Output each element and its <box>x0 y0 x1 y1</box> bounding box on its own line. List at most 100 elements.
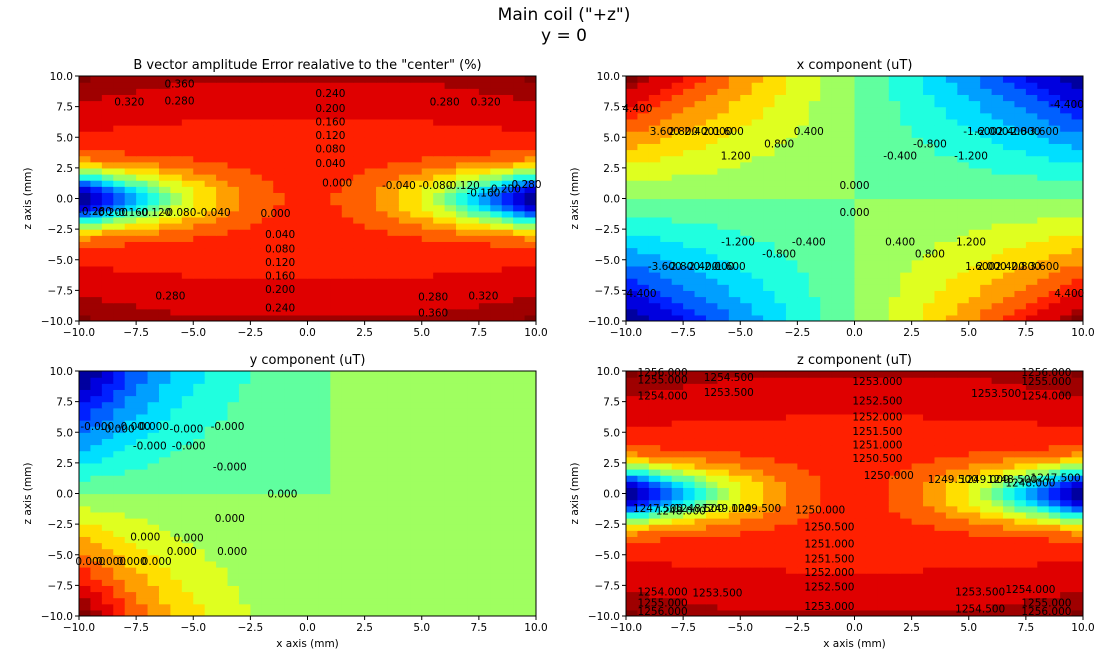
contour-label: 1255.000 <box>638 375 688 387</box>
x-tick-label: 10.0 <box>524 327 547 339</box>
contour-label: 0.000 <box>142 556 172 568</box>
x-axis-label: x axis (mm) <box>823 638 886 650</box>
contour-label: -0.040 <box>382 180 416 192</box>
contour-label: 1256.000 <box>638 367 688 379</box>
x-tick-label: 2.5 <box>903 327 920 339</box>
contour-label: 1256.000 <box>1021 606 1071 618</box>
x-tick-label: −5.0 <box>728 622 754 634</box>
x-tick-label: 5.0 <box>960 622 977 634</box>
y-tick-label: −5.0 <box>48 550 74 562</box>
y-tick-label: 5.0 <box>56 427 73 439</box>
contour-label: 1253.500 <box>955 587 1005 599</box>
contour-label: 2.000 <box>977 261 1007 273</box>
contour-label: 1251.500 <box>804 553 854 565</box>
contour-label: -0.200 <box>487 184 521 196</box>
y-tick-label: 2.5 <box>603 458 620 470</box>
contour-label: 0.160 <box>265 271 295 283</box>
y-tick-label: 0.0 <box>56 194 73 206</box>
x-tick-label: 10.0 <box>1071 327 1094 339</box>
contour-label: 0.320 <box>114 97 144 109</box>
y-tick-label: −5.0 <box>595 550 621 562</box>
contour-label: 0.800 <box>764 138 794 150</box>
x-tick-label: −2.5 <box>785 622 811 634</box>
contour-label: 1254.000 <box>1005 584 1055 596</box>
contour-label: 0.040 <box>265 229 295 241</box>
contour-label: 0.200 <box>265 284 295 296</box>
figure-title-line1: Main coil ("+z") <box>498 5 631 25</box>
x-tick-label: −2.5 <box>785 327 811 339</box>
contour-label: 1253.000 <box>852 376 902 388</box>
subplot-title: x component (uT) <box>797 58 913 73</box>
contour-label: 0.360 <box>418 307 448 319</box>
x-tick-label: 7.5 <box>1018 622 1035 634</box>
y-tick-label: 10.0 <box>597 71 620 83</box>
y-tick-label: −2.5 <box>595 224 621 236</box>
contour-label: 1249.000 <box>960 474 1010 486</box>
x-tick-label: −7.5 <box>123 622 149 634</box>
contour-label: -0.000 <box>211 421 245 433</box>
y-tick-label: 0.0 <box>603 194 620 206</box>
x-tick-label: 7.5 <box>1018 327 1035 339</box>
y-axis-label: z axis (mm) <box>569 463 581 525</box>
y-tick-label: −10.0 <box>588 611 620 623</box>
contour-label: 1255.000 <box>1021 598 1071 610</box>
contour-fill <box>626 371 1083 616</box>
contour-label: 1247.500 <box>633 503 683 515</box>
subplot-3: 0.000-0.000-0.000-0.000-0.000-0.000-0.00… <box>22 353 548 650</box>
contour-fill <box>626 76 1083 321</box>
contour-label: 0.200 <box>315 103 345 115</box>
y-tick-label: 0.0 <box>603 489 620 501</box>
contour-label: 0.120 <box>315 130 345 142</box>
contour-label: -0.000 <box>101 424 135 436</box>
contour-label: 0.000 <box>267 489 297 501</box>
contour-label: -0.080 <box>163 207 197 219</box>
y-tick-label: −10.0 <box>41 611 73 623</box>
contour-label: 1254.500 <box>704 372 754 384</box>
contour-label: -0.000 <box>135 421 169 433</box>
contour-label: -0.400 <box>792 236 826 248</box>
contour-fill <box>79 371 536 616</box>
contour-label: -1.200 <box>721 236 755 248</box>
contour-label: 1249.000 <box>701 503 751 515</box>
x-tick-label: −5.0 <box>181 327 207 339</box>
contour-label: 0.000 <box>130 531 160 543</box>
contour-label: 1248.500 <box>987 474 1037 486</box>
y-tick-label: −5.0 <box>595 255 621 267</box>
contour-label: -0.000 <box>117 421 151 433</box>
y-tick-label: 2.5 <box>56 163 73 175</box>
contour-label: 0.280 <box>430 97 460 109</box>
contour-label: -4.400 <box>1050 99 1084 111</box>
y-tick-label: −10.0 <box>588 316 620 328</box>
y-tick-label: 10.0 <box>50 71 73 83</box>
contour-label: 0.400 <box>885 236 915 248</box>
x-tick-label: 0.0 <box>846 327 863 339</box>
x-tick-label: −2.5 <box>238 327 264 339</box>
contour-label: 2.400 <box>995 261 1025 273</box>
y-tick-label: 5.0 <box>603 132 620 144</box>
subplot-2: 0.0000.0000.4000.8001.2001.6002.0002.400… <box>569 58 1095 339</box>
y-tick-label: 2.5 <box>603 163 620 175</box>
x-tick-label: 7.5 <box>471 327 488 339</box>
contour-label: 1252.000 <box>804 567 854 579</box>
figure-title-line2: y = 0 <box>541 26 587 46</box>
x-tick-label: −2.5 <box>238 622 264 634</box>
contour-label: 1247.500 <box>1031 473 1081 485</box>
y-axis-label: z axis (mm) <box>22 168 34 230</box>
y-tick-label: −2.5 <box>595 519 621 531</box>
contour-fill <box>79 76 536 321</box>
contour-label: -0.000 <box>172 441 206 453</box>
contour-label: -3.600 <box>1025 126 1059 138</box>
x-tick-label: −7.5 <box>670 622 696 634</box>
y-tick-label: 0.0 <box>56 489 73 501</box>
contour-label: -1.600 <box>963 126 997 138</box>
y-axis-label: z axis (mm) <box>569 168 581 230</box>
contour-label: -0.200 <box>94 207 128 219</box>
contour-label: -0.280 <box>78 206 112 218</box>
subplots-grid: 0.2400.2000.1600.1200.0800.0400.2800.360… <box>22 58 1095 650</box>
contour-label: -0.400 <box>883 151 917 163</box>
contour-label: 0.000 <box>215 513 245 525</box>
contour-label: 0.080 <box>265 244 295 256</box>
contour-label: -0.800 <box>913 138 947 150</box>
contour-label: 0.400 <box>794 126 824 138</box>
